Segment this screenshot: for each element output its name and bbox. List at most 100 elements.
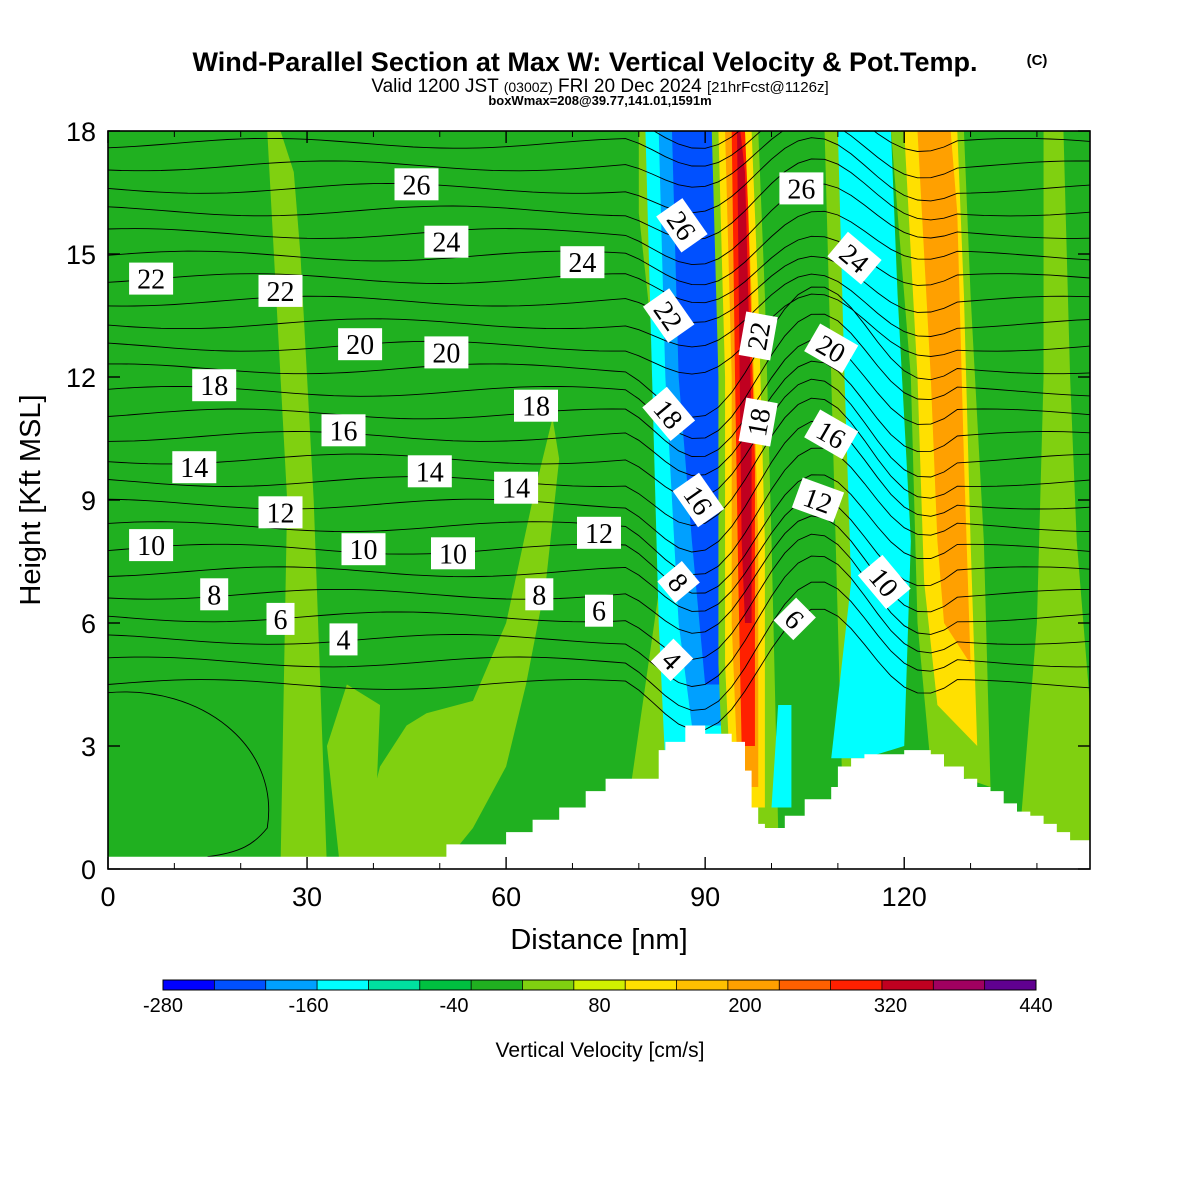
theta-contour-line (108, 581, 1090, 711)
theta-label-box (431, 537, 475, 570)
theta-label-box (738, 311, 778, 361)
colorbar-tick-label: -160 (288, 995, 328, 1017)
theta-label-box (657, 560, 700, 604)
theta-label-text: 18 (200, 371, 228, 402)
theta-label: 26 (394, 168, 439, 201)
theta-label-box (129, 529, 174, 562)
theta-label-box (642, 386, 696, 442)
colorbar-swatch (419, 980, 472, 990)
colorbar-swatch (676, 980, 729, 990)
theta-label-box (172, 451, 217, 484)
axes: 0 30 60 90 120 0 3 6 9 12 15 18 (66, 117, 1090, 912)
theta-label-box (514, 389, 558, 422)
theta-label-box (424, 336, 469, 369)
theta-contour-line (108, 555, 1090, 687)
y-axis-label: Height [Kft MSL] (15, 394, 47, 605)
theta-contour-line (108, 293, 1090, 375)
colorbar-swatch (265, 980, 318, 990)
theta-label-box (577, 516, 621, 549)
theta-label: 22 (129, 262, 174, 296)
terrain-mask (108, 725, 1090, 869)
theta-label-text: 22 (742, 320, 777, 353)
theta-label-text: 10 (350, 535, 378, 566)
theta-contour-line (108, 397, 1090, 526)
theta-label-text: 10 (439, 539, 467, 570)
theta-label-text: 20 (432, 338, 460, 369)
theta-label-box (321, 414, 366, 447)
theta-label-box (804, 323, 859, 374)
theta-label: 16 (321, 414, 366, 447)
theta-contour-line (108, 360, 1090, 476)
colorbar-swatch (727, 980, 780, 990)
x-tick-label: 90 (690, 882, 720, 912)
theta-contour-line (108, 131, 1090, 188)
theta-label-text: 12 (267, 498, 295, 529)
colorbar-swatch (984, 980, 1037, 990)
colorbar-swatch (471, 980, 523, 990)
theta-label-text: 4 (337, 625, 351, 656)
theta-label: 22 (258, 274, 303, 308)
theta-label-text: 26 (787, 174, 815, 205)
theta-label-box (494, 471, 539, 504)
theta-label-box (738, 397, 778, 447)
colorbar-swatch (625, 980, 678, 990)
theta-label: 26 (779, 172, 824, 205)
theta-contour-line (108, 608, 1090, 731)
x-tick-label: 60 (491, 882, 521, 912)
theta-label-box (266, 602, 295, 635)
theta-label: 12 (791, 477, 845, 523)
theta-label: 10 (431, 537, 475, 570)
theta-contour-line (108, 691, 270, 858)
theta-contour-line (108, 137, 1090, 214)
x-tick-label: 30 (292, 882, 322, 912)
vv-band (737, 131, 752, 623)
chart-title: Wind-Parallel Section at Max W: Vertical… (193, 47, 978, 77)
theta-contour-line (108, 158, 1090, 241)
theta-contour-line (108, 183, 1090, 266)
theta-label-box (258, 496, 303, 529)
colorbar-frame (162, 979, 1037, 991)
colorbar-tick-label: 200 (728, 995, 761, 1017)
colorbar-swatch (779, 980, 832, 990)
theta-label-box (394, 168, 439, 201)
theta-label-box (329, 623, 358, 656)
theta-label-box (258, 274, 303, 307)
vv-band (771, 705, 792, 808)
theta-label-box (341, 533, 386, 566)
theta-label-box (650, 638, 694, 682)
y-tick-label: 18 (66, 117, 96, 147)
colorbar-swatch (163, 980, 215, 990)
theta-label-text: 6 (592, 597, 606, 628)
theta-label: 4 (329, 623, 358, 656)
theta-label-text: 6 (274, 605, 288, 636)
vv-weak-updraft (326, 684, 381, 869)
colorbar-swatch (317, 980, 369, 990)
theta-label-box (773, 597, 816, 641)
theta-label: 14 (407, 455, 452, 488)
theta-label-box (424, 225, 469, 258)
theta-label-box (779, 172, 824, 205)
theta-label-text: 14 (416, 457, 444, 488)
colorbar-swatch (573, 980, 626, 990)
theta-label: 12 (258, 496, 303, 529)
y-tick-label: 0 (81, 855, 96, 885)
theta-label-box (827, 231, 882, 285)
theta-label: 18 (192, 369, 237, 402)
colorbar-label: Vertical Velocity [cm/s] (496, 1039, 705, 1062)
theta-label: 14 (494, 471, 539, 505)
valid-date: FRI 20 Dec 2024 (558, 76, 702, 97)
theta-label-text: 24 (432, 228, 460, 259)
theta-label-text: 18 (522, 392, 550, 423)
theta-label-text: 14 (180, 453, 208, 484)
valid-time: Valid 1200 JST (371, 76, 499, 97)
theta-label-box (585, 594, 613, 627)
theta-label: 18 (738, 397, 778, 447)
theta-label: 10 (857, 554, 911, 610)
theta-label-text: 8 (207, 580, 221, 611)
copyright-mark: (C) (1027, 52, 1048, 69)
colorbar-tick-label: -40 (440, 995, 469, 1017)
y-tick-label: 6 (81, 609, 96, 639)
theta-label-text: 8 (532, 580, 546, 611)
